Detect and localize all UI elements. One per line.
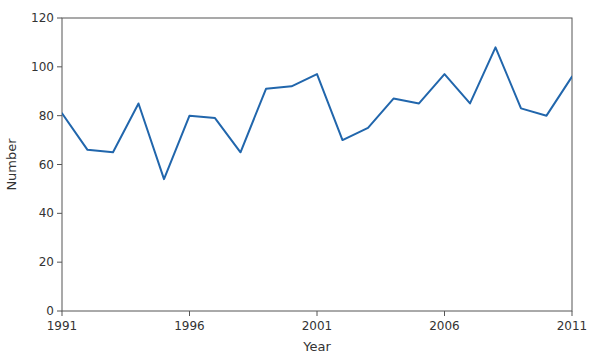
x-axis: 1991 1996 2001 2006 2011 — [47, 311, 588, 333]
x-tick-label: 2011 — [557, 319, 588, 333]
y-tick — [57, 262, 62, 263]
x-tick-label: 2006 — [429, 319, 460, 333]
x-tick — [444, 311, 445, 316]
y-tick-label: 80 — [39, 109, 54, 123]
y-axis: 0 20 40 60 80 100 120 — [31, 11, 62, 318]
y-tick-label: 40 — [39, 206, 54, 220]
y-tick-label: 60 — [39, 158, 54, 172]
y-tick — [57, 66, 62, 67]
y-tick — [57, 18, 62, 19]
x-tick-label: 1996 — [174, 319, 205, 333]
x-tick-label: 1991 — [47, 319, 78, 333]
x-tick — [189, 311, 190, 316]
series-group — [62, 47, 572, 179]
x-tick-label: 2001 — [302, 319, 333, 333]
x-tick — [62, 311, 63, 316]
chart: 1991 1996 2001 2006 2011 0 20 40 60 80 100 120 Year N… — [0, 0, 594, 361]
y-tick-label: 120 — [31, 11, 54, 25]
y-tick — [57, 164, 62, 165]
y-tick — [57, 213, 62, 214]
y-tick-label: 20 — [39, 255, 54, 269]
x-tick — [572, 311, 573, 316]
y-axis-label: Number — [4, 138, 19, 191]
plot-frame — [62, 18, 572, 311]
y-tick — [57, 311, 62, 312]
x-axis-label: Year — [302, 339, 331, 354]
line — [62, 47, 572, 179]
chart-container: 1991 1996 2001 2006 2011 0 20 40 60 80 100 120 Year N… — [0, 0, 594, 361]
y-tick-label: 0 — [46, 304, 54, 318]
y-tick — [57, 115, 62, 116]
x-tick — [317, 311, 318, 316]
y-tick-label: 100 — [31, 60, 54, 74]
